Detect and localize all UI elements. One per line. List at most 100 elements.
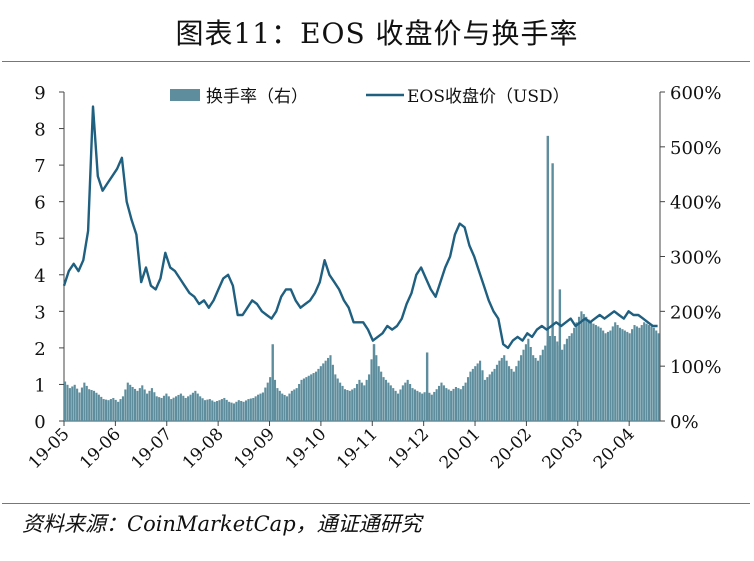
turnover-bar [370,359,373,421]
turnover-bar [614,322,617,421]
turnover-bar [76,388,79,421]
turnover-bar [189,394,192,421]
legend: 换手率（右） EOS收盘价（USD） [170,87,570,107]
left-tick-label: 4 [34,266,45,287]
turnover-bar [512,371,515,421]
turnover-bar [594,325,597,421]
x-tick-label: 19-07 [127,424,176,473]
turnover-bar [604,333,607,421]
turnover-bar [252,397,255,421]
turnover-bar [389,385,392,421]
source-note: 资料来源：CoinMarketCap，通证通研究 [22,512,422,536]
turnover-bar [78,392,81,421]
turnover-bar [220,399,223,421]
left-tick-label: 6 [34,193,45,214]
turnover-bar [411,388,414,421]
turnover-bar [179,393,182,421]
turnover-bar [597,326,600,421]
turnover-bar [68,388,71,421]
turnover-bar [191,392,194,421]
turnover-bar [331,364,334,421]
turnover-bar [237,400,240,421]
turnover-bar [129,384,132,421]
turnover-bar [360,382,363,421]
turnover-bar [351,389,354,421]
x-tick-label: 20-04 [590,424,639,473]
turnover-bar [158,397,161,421]
turnover-bar [240,400,243,421]
turnover-bar [585,316,588,421]
turnover-bar [479,360,482,421]
turnover-bar [95,392,98,421]
turnover-bar [208,399,211,421]
turnover-bar [114,399,117,421]
turnover-bar [493,368,496,421]
turnover-bar [363,385,366,421]
left-tick-label: 7 [34,156,45,177]
left-tick-label: 9 [34,83,45,104]
turnover-bar [162,395,166,421]
turnover-bar [590,322,593,421]
price-line-group [62,105,658,350]
left-tick-label: 2 [34,339,45,360]
top-divider [2,61,750,62]
turnover-bar [650,326,653,421]
turnover-bar [339,382,342,421]
turnover-bar [235,401,238,421]
turnover-bar [515,366,518,421]
turnover-bar [211,400,214,421]
turnover-bar [281,393,284,421]
turnover-bar [638,327,641,421]
right-tick-label: 300% [670,248,721,269]
turnover-bar [602,330,605,421]
turnover-bar [266,382,269,421]
turnover-bar [343,389,347,421]
turnover-bar [341,385,344,421]
turnover-bar [618,327,622,421]
turnover-bar [150,388,153,421]
turnover-bar [160,397,163,421]
turnover-bar [88,389,91,421]
turnover-bar [609,330,612,421]
turnover-bar [592,323,595,421]
turnover-bar [452,388,455,421]
left-tick-label: 1 [34,375,45,396]
turnover-bar [165,393,168,421]
turnover-bar [532,355,535,421]
turnover-bar [66,384,69,421]
turnover-bar [541,349,544,421]
turnover-bar [476,363,479,421]
turnover-bar [288,393,291,421]
turnover-bar [305,377,308,421]
right-tick-label: 600% [670,83,721,104]
turnover-bar [628,333,631,421]
turnover-bar [447,389,450,421]
turnover-bar [302,378,305,421]
turnover-bar [278,390,281,421]
turnover-bar [377,366,380,421]
turnover-bar [626,331,629,421]
turnover-bar [505,360,508,421]
left-tick-label: 0 [34,412,45,433]
turnover-bar [133,388,137,421]
turnover-bar [73,384,76,421]
turnover-bar [387,382,390,421]
legend-label-price: EOS收盘价（USD） [407,87,570,107]
legend-label-turnover: 换手率（右） [206,87,308,107]
turnover-bar [522,349,525,421]
turnover-bar [365,379,368,421]
turnover-bar [384,379,388,421]
x-tick-label: 19-11 [333,424,382,473]
turnover-bar [527,338,530,421]
turnover-bar [100,396,103,421]
turnover-bar [382,377,385,421]
turnover-bar [587,319,590,421]
turnover-bar [329,355,332,421]
turnover-bar [83,382,86,421]
turnover-bar [90,390,93,421]
turnover-bar [563,344,566,421]
turnover-bar [450,390,453,421]
turnover-bar [334,374,337,421]
turnover-bar [148,390,151,421]
turnover-bar [372,344,376,421]
